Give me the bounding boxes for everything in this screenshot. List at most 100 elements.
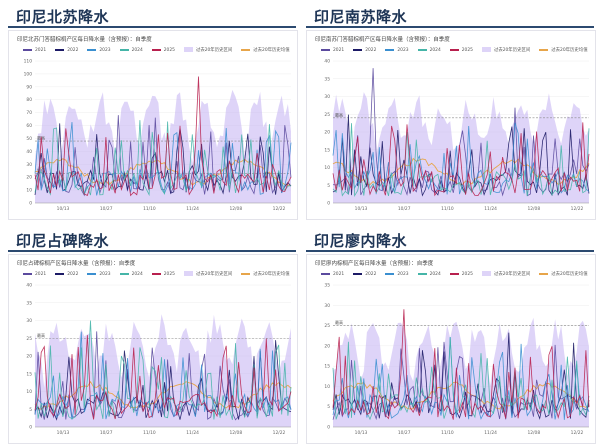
legend-item: 2025 — [449, 48, 473, 53]
legend-label: 过去20年历史均值 — [551, 48, 588, 53]
legend-swatch — [449, 48, 459, 51]
legend-label: 过去20年历史区间 — [493, 48, 531, 53]
x-tick-label: 10/27 — [100, 206, 113, 212]
reference-line-label: 最高 — [37, 332, 45, 338]
legend-item: 2024 — [119, 48, 143, 53]
panel-heading: 印尼占碑降水 — [16, 232, 110, 250]
series-line-2022 — [332, 332, 590, 420]
legend-swatch — [23, 272, 32, 275]
y-tick-label: 30 — [26, 318, 32, 324]
series-line-2024 — [34, 320, 292, 420]
legend-label: 2024 — [429, 272, 441, 277]
y-tick-label: 25 — [324, 323, 330, 329]
legend-swatch — [449, 272, 459, 275]
legend-item: 2022 — [55, 48, 78, 53]
chart-legend: 2021 2022 2023 2024 2025 过去20年历史区间 过去20年历史均值 — [321, 47, 597, 53]
legend-swatch — [481, 47, 491, 52]
y-tick-label: 20 — [324, 130, 330, 136]
legend-swatch — [241, 272, 251, 275]
legend-swatch — [417, 272, 427, 275]
y-tick-label: 50 — [26, 136, 32, 142]
series-line-2025 — [34, 76, 292, 197]
legend-label: 过去20年历史均值 — [551, 272, 588, 277]
chart-panel: 印尼廖内降水 印尼廖内棕榈产区每日降水量（含预报）：自季度 2021 2022 2023… — [302, 226, 598, 444]
y-tick-label: 10 — [324, 165, 330, 171]
legend-label: 2021 — [333, 272, 345, 277]
legend-label: 过去20年历史均值 — [253, 272, 290, 277]
x-tick-label: 10/27 — [100, 430, 113, 436]
x-tick-label: 12/22 — [571, 430, 584, 436]
y-tick-label: 35 — [324, 283, 330, 289]
legend-label: 2025 — [163, 48, 175, 53]
series-line-2025 — [332, 309, 590, 420]
series-line-2024 — [34, 120, 292, 197]
legend-swatch — [321, 272, 330, 275]
legend-swatch — [353, 272, 363, 275]
y-tick-label: 90 — [26, 84, 32, 90]
x-tick-label: 11/24 — [484, 430, 497, 436]
y-tick-label: 30 — [324, 303, 330, 309]
legend-label: 2022 — [365, 48, 377, 53]
y-tick-label: 40 — [324, 59, 330, 65]
y-tick-label: 0 — [29, 425, 32, 431]
y-tick-label: 60 — [26, 123, 32, 129]
panel-heading: 印尼北苏降水 — [16, 8, 110, 26]
y-tick-label: 0 — [327, 425, 330, 431]
legend-label: 过去20年历史区间 — [195, 272, 233, 277]
y-tick-label: 10 — [26, 389, 32, 395]
chart-card: 印尼南苏门答腊棕榈产区每日降水量（含预报）：自季度 2021 2022 2023 202… — [306, 30, 596, 220]
legend-label: 2022 — [67, 48, 79, 53]
legend-item: 过去20年历史区间 — [183, 47, 232, 53]
y-tick-label: 0 — [29, 201, 32, 207]
chart-legend: 2021 2022 2023 2024 2025 过去20年历史区间 过去20年历史均值 — [23, 271, 299, 277]
chart-card: 印尼占碑棕榈产区每日降水量（含预报）：自季度 2021 2022 2023 2024 20… — [8, 254, 298, 444]
chart-title: 印尼廖内棕榈产区每日降水量（含预报）：自季度 — [315, 261, 434, 267]
x-tick-label: 11/24 — [484, 206, 497, 212]
legend-item: 2022 — [353, 48, 376, 53]
legend-item: 2024 — [119, 272, 143, 277]
reference-line-label: 均值 — [37, 167, 45, 173]
chart-card: 印尼北苏门答腊棕榈产区每日降水量（含预报）：自季度 2021 2022 2023 202… — [8, 30, 298, 220]
legend-item: 过去20年历史均值 — [539, 47, 588, 53]
legend-label: 2021 — [35, 48, 47, 53]
x-tick-label: 12/08 — [527, 206, 540, 212]
legend-label: 2022 — [365, 272, 377, 277]
y-tick-label: 20 — [26, 354, 32, 360]
legend-swatch — [151, 272, 161, 275]
chart-title: 印尼北苏门答腊棕榈产区每日降水量（含预报）：自季度 — [17, 37, 152, 43]
legend-label: 2023 — [397, 272, 409, 277]
x-tick-label: 12/08 — [229, 206, 242, 212]
legend-item: 2023 — [87, 272, 111, 277]
series-line-2021 — [332, 341, 590, 421]
legend-item: 2025 — [449, 272, 473, 277]
historical-range-band — [35, 89, 291, 203]
legend-item: 2023 — [385, 48, 409, 53]
x-tick-label: 11/24 — [186, 430, 199, 436]
legend-item: 2023 — [385, 272, 409, 277]
legend-item: 2025 — [151, 272, 175, 277]
legend-swatch — [539, 48, 549, 51]
x-tick-label: 10/13 — [57, 430, 70, 436]
y-tick-label: 80 — [26, 97, 32, 103]
legend-swatch — [119, 272, 129, 275]
y-tick-label: 5 — [327, 183, 330, 189]
heading-underline — [8, 26, 296, 28]
series-line-2023 — [332, 336, 590, 420]
legend-item: 2021 — [23, 272, 46, 277]
legend-swatch — [241, 48, 251, 51]
panel-heading: 印尼南苏降水 — [314, 8, 408, 26]
legend-swatch — [87, 48, 97, 51]
x-tick-label: 10/27 — [398, 206, 411, 212]
legend-label: 2021 — [35, 272, 47, 277]
y-tick-label: 15 — [26, 371, 32, 377]
legend-swatch — [417, 48, 427, 51]
chart-svg: 0 5 10 15 20 25 30 35 40 最高 10/13 10/27 11/10 11/24 12… — [26, 283, 292, 436]
y-tick-label: 15 — [324, 364, 330, 370]
chart-legend: 2021 2022 2023 2024 2025 过去20年历史区间 过去20年历史均值 — [23, 47, 299, 53]
legend-item: 2022 — [353, 272, 376, 277]
y-tick-label: 35 — [26, 300, 32, 306]
x-tick-label: 11/10 — [441, 430, 454, 436]
chart-svg: 0 5 10 15 20 25 30 35 40 最高 10/13 10/27 11/10 11/24 12… — [324, 59, 590, 212]
series-line-2023 — [34, 122, 292, 196]
